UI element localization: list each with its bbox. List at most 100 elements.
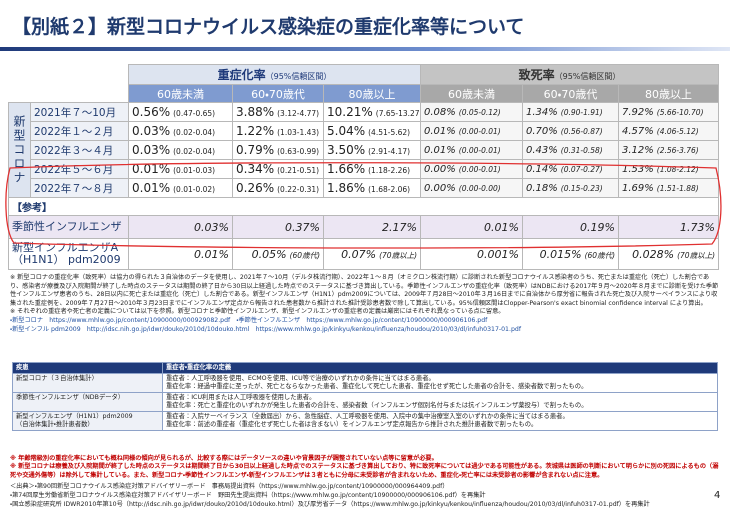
source-label: ＜出典＞	[10, 483, 35, 490]
rate-cell: 0.43% (0.31-0.58)	[522, 140, 619, 160]
source-item: ・第74回厚生労働省新型コロナウイルス感染症対策アドバイザリーボード 野田先生提…	[10, 491, 710, 500]
rate-cell: 0.00% (0.00-0.01)	[420, 159, 523, 179]
disease: 季節性インフルエンザ（NDBデータ）	[12, 392, 163, 412]
data-row: 2022年５～６月 0.01% (0.01-0.03) 0.34% (0.21-0.51…	[9, 159, 719, 179]
rate-value: 0.03%	[132, 124, 171, 138]
rate-value: 0.03%	[194, 220, 229, 234]
cautions: ※ 年齢階級別の重症化率においても概ね同様の傾向が見られるが、比較する際にはデー…	[10, 455, 720, 480]
data-row: 2022年３～４月 0.03% (0.02-0.04) 0.79% (0.63-0.99…	[9, 140, 719, 160]
disease-line: 新型インフルエンザ（H1N1）pdm2009	[16, 413, 133, 420]
rate-value: 0.08%	[424, 106, 456, 118]
rate-interval: (0.01-0.03)	[173, 166, 216, 175]
definition-line: 重症者：人工呼吸器を使用、ECMOを使用、ICU等で治療のいずれかの条件に当ては…	[166, 375, 435, 382]
rate-table-body: 重症化率（95%信頼区間） 致死率（95%信頼区間） 60歳未満 60・70歳代 80歳…	[8, 64, 719, 270]
title-underline	[0, 47, 730, 51]
header-note: （95%信頼区間）	[265, 72, 332, 81]
rate-interval: (2.91-4.17)	[368, 147, 411, 156]
rate-interval: (0.00-0.01)	[458, 126, 501, 136]
rate-interval: (0.90-1.91)	[560, 107, 603, 117]
rate-value: 0.05%	[251, 247, 287, 261]
rate-cell: 1.34% (0.90-1.91)	[522, 102, 619, 122]
rate-value: 1.34%	[526, 106, 558, 118]
rate-value: 1.22%	[236, 124, 275, 138]
disease: 新型コロナ（３自治体集計）	[12, 373, 163, 393]
sources: ＜出典＞・第90回新型コロナウイルス感染症対策アドバイザリーボード 事務局提出資…	[10, 482, 710, 509]
note-paragraph: ※ それぞれの重症者や死亡者の定義については以下を参照。新型コロナと季節性インフ…	[10, 308, 505, 316]
reference-disease: 季節性インフルエンザ	[8, 215, 129, 239]
rate-interval: (0.22-0.31)	[277, 185, 320, 194]
rate-interval: (0.07-0.27)	[560, 164, 603, 174]
rate-cell: 1.53% (1.08-2.12)	[618, 159, 719, 179]
rate-interval: (1.51-1.88)	[656, 183, 699, 193]
rate-value: 3.88%	[236, 105, 275, 119]
rate-cell: 3.88% (3.12-4.77)	[232, 102, 324, 122]
period: 2022年３～４月	[30, 140, 129, 160]
definitions-header: 重症者・重症化率の定義	[162, 362, 718, 374]
definition-line: 重症者：ICU利用または人工呼吸器を使用した患者。	[166, 394, 316, 401]
group-label: 新型コロナ	[8, 102, 31, 198]
rate-value: 0.01%	[132, 181, 171, 195]
rate-value: 0.26%	[236, 181, 275, 195]
rate-cell: 0.028% (70歳以上)	[618, 238, 719, 270]
source-item: ・国立感染症研究所 IDWR2010年第10号（http://idsc.nih.…	[10, 500, 710, 509]
rate-value: 1.73%	[680, 220, 715, 234]
rate-cell: 5.04% (4.51-5.62)	[323, 121, 421, 141]
disease-label-line: （H1N1） pdm2009	[12, 253, 121, 266]
data-row: 2022年１～２月 0.03% (0.02-0.04) 1.22% (1.03-1.43…	[9, 121, 719, 141]
rate-cell: 1.69% (1.51-1.88)	[618, 178, 719, 198]
rate-interval: (0.31-0.58)	[560, 145, 603, 155]
rate-value: 0.37%	[285, 220, 320, 234]
definition: 重症者：人工呼吸器を使用、ECMOを使用、ICU等で治療のいずれかの条件に当ては…	[162, 373, 718, 393]
reference-row: 【参考】	[8, 197, 719, 216]
rate-value: 0.56%	[132, 105, 171, 119]
rate-interval: (1.68-2.06)	[368, 185, 411, 194]
definition: 重症者：入院サーベイランス（全数届出）から、急性脳症、人工呼吸器を使用、入院中の…	[162, 411, 718, 431]
rate-value: 0.00%	[424, 182, 456, 194]
period: 2022年５～６月	[30, 159, 129, 179]
rate-value: 0.01%	[194, 247, 229, 261]
rate-cell: 0.01% (0.01-0.03)	[128, 159, 233, 179]
rate-interval: (0.47-0.65)	[173, 109, 216, 118]
rate-cell: 4.57% (4.06-5.12)	[618, 121, 719, 141]
rate-interval: (0.15-0.23)	[560, 183, 603, 193]
definition-row: 季節性インフルエンザ（NDBデータ） 重症者：ICU利用または人工呼吸器を使用した…	[12, 392, 718, 412]
rate-cell: 1.73%	[618, 215, 719, 239]
rate-interval: (0.21-0.51)	[277, 166, 320, 175]
rate-value: 0.07%	[341, 247, 377, 261]
rate-value: 1.86%	[327, 181, 366, 195]
rate-interval: (0.02-0.04)	[173, 128, 216, 137]
header-title: 重症化率	[217, 68, 266, 82]
rate-cell: 0.015% (60歳代)	[522, 238, 619, 270]
rate-value: 10.21%	[327, 105, 373, 119]
reference-label: 【参考】	[8, 197, 719, 216]
corner	[8, 84, 129, 103]
age-group-header: 80歳以上	[618, 84, 719, 103]
rate-interval: (1.03-1.43)	[277, 128, 320, 137]
rate-cell: 3.12% (2.56-3.76)	[618, 140, 719, 160]
definition: 重症者：ICU利用または人工呼吸器を使用した患者。 重症化率：死亡と重症化のいずれ…	[162, 392, 718, 412]
severe-header: 重症化率（95%信頼区間）	[128, 64, 421, 85]
corner	[8, 64, 129, 85]
rate-cell: 0.01% (0.00-0.01)	[420, 140, 523, 160]
rate-interval: (1.18-2.26)	[368, 166, 411, 175]
rate-cell: 1.86% (1.68-2.06)	[323, 178, 421, 198]
rate-cell: 0.56% (0.47-0.65)	[128, 102, 233, 122]
definitions-body: 疾患 重症者・重症化率の定義 新型コロナ（３自治体集計） 重症者：人工呼吸器を使用、E…	[12, 362, 718, 431]
rate-value: 3.12%	[622, 144, 654, 156]
rate-value: 0.03%	[132, 143, 171, 157]
rate-cell: 0.00% (0.00-0.00)	[420, 178, 523, 198]
rate-value: 0.18%	[526, 182, 558, 194]
rate-note: (60歳代)	[584, 250, 615, 260]
rate-cell: 0.19%	[522, 215, 619, 239]
note-link: ・新型インフル pdm2009 http://idsc.nih.go.jp/id…	[10, 325, 521, 333]
page-number: 4	[714, 490, 721, 501]
rate-cell: 0.05% (60歳代)	[232, 238, 324, 270]
note-link: ・新型コロナ https://www.mhlw.go.jp/content/10…	[10, 316, 488, 324]
rate-cell: 0.14% (0.07-0.27)	[522, 159, 619, 179]
rate-cell: 0.18% (0.15-0.23)	[522, 178, 619, 198]
reference-data-row: 新型インフルエンザA （H1N1） pdm2009 0.01% 0.05% (60歳代)…	[8, 238, 719, 270]
rate-cell: 2.17%	[323, 215, 421, 239]
header-note: （95%信頼区間）	[554, 72, 621, 81]
rate-value: 1.66%	[327, 162, 366, 176]
